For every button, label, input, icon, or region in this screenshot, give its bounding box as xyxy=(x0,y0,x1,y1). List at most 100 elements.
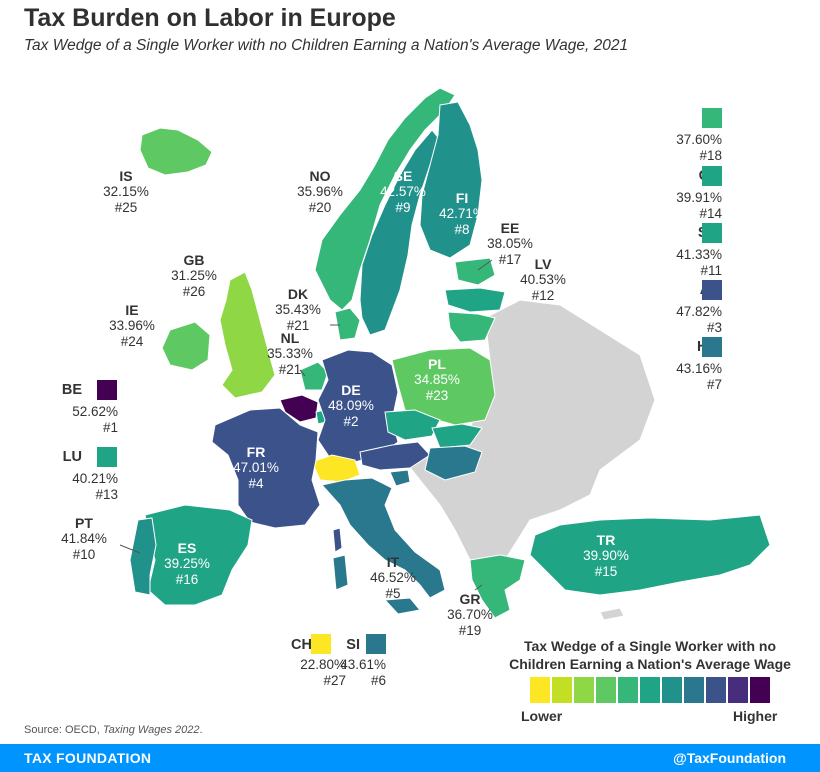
source-note: Source: OECD, Taxing Wages 2022. xyxy=(24,724,203,736)
value-de: 48.09% xyxy=(328,398,374,413)
country-shape-at[interactable] xyxy=(359,441,431,471)
chart-title: Tax Burden on Labor in Europe xyxy=(24,4,396,32)
legend-swatch xyxy=(618,677,638,703)
label-nl: NL 35.33% #21 xyxy=(267,330,313,378)
legend-swatch xyxy=(684,677,704,703)
label-it: IT 46.52% #5 xyxy=(370,554,416,602)
label-pl: PL 34.85% #23 xyxy=(414,356,460,404)
code-nl: NL xyxy=(280,330,300,346)
country-shape-nl[interactable] xyxy=(299,361,329,391)
country-shape-ie[interactable] xyxy=(161,321,211,371)
legend-swatch xyxy=(596,677,616,703)
code-fr: FR xyxy=(246,444,266,460)
country-shape-it[interactable] xyxy=(321,477,446,599)
label-dk: DK 35.43% #21 xyxy=(275,286,321,334)
footer-handle[interactable]: @TaxFoundation xyxy=(673,750,786,766)
country-shape-pt[interactable] xyxy=(129,517,157,596)
rank-gr: #19 xyxy=(458,623,482,638)
leader-line-pt xyxy=(119,544,141,554)
value-pt: 41.84% xyxy=(61,531,107,546)
country-shape-hu[interactable] xyxy=(424,445,483,481)
swatch-at xyxy=(702,280,722,300)
code-ee: EE xyxy=(500,220,520,236)
legend-swatch xyxy=(662,677,682,703)
label-pt: PT 41.84% #10 xyxy=(61,515,107,563)
country-shape-it-sardinia[interactable] xyxy=(332,554,349,591)
country-shape-fr[interactable] xyxy=(211,407,321,529)
callout-lu: LU 40.21% #13 xyxy=(40,449,118,503)
swatch-sk xyxy=(702,223,722,243)
rank-es: #16 xyxy=(175,572,199,587)
rank-ee: #17 xyxy=(498,252,522,267)
country-shape-ch[interactable] xyxy=(311,454,361,483)
label-is: IS 32.15% #25 xyxy=(103,168,149,216)
label-lv: LV 40.53% #12 xyxy=(520,256,566,304)
country-shape-gb[interactable] xyxy=(219,271,276,399)
label-fr: FR 47.01% #4 xyxy=(233,444,279,492)
value-at: 47.82% xyxy=(676,304,722,319)
value-lu: 40.21% xyxy=(72,471,118,486)
country-shape-pl[interactable] xyxy=(391,347,496,426)
country-shape-gr[interactable] xyxy=(469,554,526,619)
rank-nl: #21 xyxy=(278,362,302,377)
code-tr: TR xyxy=(596,532,616,548)
code-pt: PT xyxy=(75,515,93,531)
value-es: 39.25% xyxy=(164,556,210,571)
rank-pl: #23 xyxy=(425,388,449,403)
label-es: ES 39.25% #16 xyxy=(164,540,210,588)
europe-map xyxy=(119,87,771,621)
source-suffix: . xyxy=(199,724,203,736)
leader-line-nl xyxy=(299,369,306,377)
callout-be: BE 52.62% #1 xyxy=(40,382,118,436)
rank-de: #2 xyxy=(343,414,359,429)
code-it: IT xyxy=(386,554,400,570)
label-de: DE 48.09% #2 xyxy=(328,382,374,430)
footer-brand[interactable]: TAX FOUNDATION xyxy=(24,750,152,766)
country-shape-cyprus xyxy=(599,607,625,621)
country-shape-it-sicily[interactable] xyxy=(383,597,421,615)
country-shape-fr-corsica[interactable] xyxy=(332,527,343,553)
code-fi: FI xyxy=(455,190,469,206)
value-is: 32.15% xyxy=(103,184,149,199)
code-es: ES xyxy=(177,540,197,556)
country-shape-is[interactable] xyxy=(139,127,213,176)
country-shape-cz[interactable] xyxy=(384,409,441,441)
code-gr: GR xyxy=(459,591,481,607)
value-ch: 22.80% xyxy=(300,657,346,672)
legend-swatch xyxy=(750,677,770,703)
rank-tr: #15 xyxy=(594,564,618,579)
value-gr: 36.70% xyxy=(447,607,493,622)
country-shape-tr[interactable] xyxy=(529,514,771,596)
value-it: 46.52% xyxy=(370,570,416,585)
leader-lines xyxy=(119,259,493,591)
legend-swatch xyxy=(530,677,550,703)
country-shape-es[interactable] xyxy=(144,504,253,606)
value-lt: 37.60% xyxy=(676,132,722,147)
code-ie: IE xyxy=(125,302,139,318)
value-fi: 42.71% xyxy=(439,206,485,221)
label-gr: GR 36.70% #19 xyxy=(447,591,493,639)
label-ie: IE 33.96% #24 xyxy=(109,302,155,350)
rank-lv: #12 xyxy=(531,288,555,303)
value-be: 52.62% xyxy=(72,404,118,419)
country-shape-lt[interactable] xyxy=(447,311,496,343)
leader-line-ee xyxy=(477,259,493,271)
source-publication: Taxing Wages 2022 xyxy=(102,724,200,736)
legend-title: Tax Wedge of a Single Worker with no Chi… xyxy=(500,637,800,673)
value-tr: 39.90% xyxy=(583,548,629,563)
country-shape-lv[interactable] xyxy=(444,287,506,313)
country-shape-si[interactable] xyxy=(389,469,411,487)
country-shape-fi[interactable] xyxy=(419,101,483,259)
code-lv: LV xyxy=(534,256,552,272)
chart-subtitle: Tax Wedge of a Single Worker with no Chi… xyxy=(24,37,629,54)
country-shape-sk[interactable] xyxy=(431,423,483,449)
rank-si: #6 xyxy=(370,673,386,688)
code-no: NO xyxy=(309,168,331,184)
legend-title-line1: Tax Wedge of a Single Worker with no xyxy=(523,638,777,654)
label-fi: FI 42.71% #8 xyxy=(439,190,485,238)
code-pl: PL xyxy=(428,356,446,372)
rank-it: #5 xyxy=(385,586,401,601)
value-se: 42.57% xyxy=(380,184,426,199)
source-prefix: Source: OECD, xyxy=(24,724,103,736)
country-shape-dk[interactable] xyxy=(334,307,361,341)
